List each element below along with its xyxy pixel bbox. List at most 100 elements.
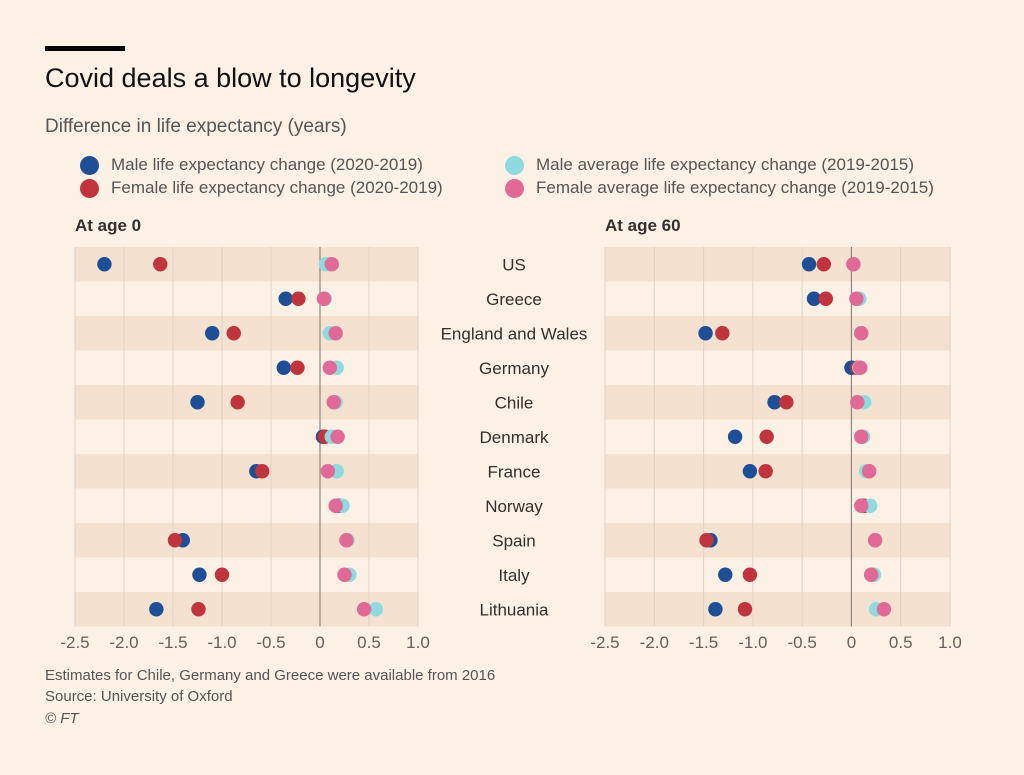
dot-at-age-0-us-series-1 — [153, 257, 168, 272]
dot-at-age-0-denmark-series-3 — [330, 429, 345, 444]
country-label-spain: Spain — [492, 531, 535, 550]
country-label-denmark: Denmark — [480, 428, 549, 447]
dot-at-age-0-italy-series-3 — [337, 567, 352, 582]
dot-at-age-60-us-series-3 — [846, 257, 861, 272]
dot-at-age-60-us-series-1 — [816, 257, 832, 272]
dot-at-age-0-italy-series-0 — [192, 567, 207, 582]
legend-label-female-avg: Female average life expectancy change (2… — [536, 178, 934, 197]
dot-at-age-60-france-series-3 — [861, 464, 877, 479]
dot-at-age-60-chile-series-1 — [779, 395, 794, 410]
row-band-at-age-60-spain — [605, 523, 950, 558]
dot-at-age-0-us-series-3 — [324, 257, 339, 272]
country-label-lithuania: Lithuania — [479, 600, 549, 619]
x-tick-label-at-age-60-7: 1.0 — [938, 633, 962, 652]
dot-at-age-0-us-series-0 — [97, 257, 112, 272]
x-tick-label-at-age-0-5: 0 — [315, 633, 324, 652]
chart-title: Covid deals a blow to longevity — [45, 63, 416, 93]
dot-at-age-60-spain-series-3 — [867, 533, 883, 548]
legend-swatch-female-avg — [505, 178, 524, 198]
dot-at-age-60-england-and-wales-series-3 — [854, 326, 869, 341]
dot-at-age-0-lithuania-series-1 — [191, 602, 206, 617]
legend-swatch-female-2020 — [80, 178, 99, 198]
credit-line: © FT — [45, 710, 79, 727]
dot-at-age-0-germany-series-3 — [322, 360, 337, 375]
x-tick-label-at-age-60-0: -2.5 — [590, 633, 619, 652]
footnote: Estimates for Chile, Germany and Greece … — [45, 667, 496, 684]
dot-at-age-0-england-and-wales-series-1 — [226, 326, 241, 341]
dot-at-age-0-greece-series-3 — [316, 291, 332, 306]
dot-at-age-0-germany-series-1 — [290, 360, 305, 375]
dot-at-age-60-us-series-0 — [801, 257, 817, 272]
row-band-at-age-60-france — [605, 454, 950, 489]
dot-at-age-60-greece-series-0 — [806, 291, 822, 306]
x-tick-label-at-age-0-3: -1.0 — [207, 633, 236, 652]
row-band-at-age-0-spain — [75, 523, 418, 558]
dot-at-age-0-lithuania-series-0 — [149, 602, 164, 617]
chart-subtitle: Difference in life expectancy (years) — [45, 116, 347, 137]
dot-at-age-60-denmark-series-1 — [759, 429, 774, 444]
row-band-at-age-60-lithuania — [605, 592, 950, 627]
panel-title-at-age-0: At age 0 — [75, 216, 141, 235]
country-label-england-and-wales: England and Wales — [441, 324, 588, 343]
country-label-greece: Greece — [486, 290, 542, 309]
dot-at-age-60-france-series-0 — [742, 464, 758, 479]
dot-at-age-60-germany-series-3 — [853, 360, 868, 375]
legend-item-male-avg: Male average life expectancy change (201… — [505, 155, 914, 175]
row-band-at-age-0-england-and-wales — [75, 316, 418, 351]
source-line: Source: University of Oxford — [45, 688, 233, 705]
x-tick-label-at-age-60-5: 0 — [847, 633, 856, 652]
dot-at-age-60-greece-series-1 — [818, 291, 833, 306]
legend-label-male-avg: Male average life expectancy change (201… — [536, 155, 915, 174]
x-tick-label-at-age-60-6: 0.5 — [889, 633, 913, 652]
dot-at-age-0-norway-series-3 — [328, 498, 343, 513]
x-tick-label-at-age-0-1: -2.0 — [109, 633, 138, 652]
dot-at-age-60-chile-series-3 — [850, 395, 865, 410]
dot-at-age-0-england-and-wales-series-3 — [328, 326, 343, 341]
dot-at-age-60-france-series-1 — [758, 464, 773, 479]
country-label-chile: Chile — [495, 393, 534, 412]
dot-at-age-0-england-and-wales-series-0 — [205, 326, 220, 341]
dot-at-age-60-denmark-series-0 — [727, 429, 743, 444]
dot-at-age-0-spain-series-1 — [167, 533, 183, 548]
row-band-at-age-0-chile — [75, 385, 418, 420]
dot-at-age-60-lithuania-series-0 — [708, 602, 723, 617]
dot-at-age-0-spain-series-3 — [339, 533, 354, 548]
country-label-germany: Germany — [479, 359, 549, 378]
row-band-at-age-0-france — [75, 454, 418, 489]
dot-at-age-60-greece-series-3 — [849, 291, 864, 306]
dot-at-age-0-france-series-3 — [320, 464, 336, 479]
dot-at-age-60-italy-series-1 — [742, 567, 758, 582]
legend-swatch-male-avg — [505, 155, 524, 175]
legend-item-female-avg: Female average life expectancy change (2… — [505, 178, 934, 198]
dot-at-age-0-france-series-1 — [254, 464, 270, 479]
dot-at-age-60-lithuania-series-3 — [876, 602, 892, 617]
dot-at-age-60-denmark-series-3 — [854, 429, 869, 444]
x-tick-label-at-age-0-4: -0.5 — [256, 633, 285, 652]
dot-at-age-60-norway-series-3 — [854, 498, 869, 513]
dot-at-age-60-england-and-wales-series-0 — [698, 326, 713, 341]
country-label-norway: Norway — [485, 497, 543, 516]
dot-at-age-60-england-and-wales-series-1 — [715, 326, 730, 341]
x-tick-label-at-age-0-0: -2.5 — [60, 633, 89, 652]
dot-at-age-0-chile-series-0 — [190, 395, 205, 410]
country-label-france: France — [488, 462, 541, 481]
x-tick-label-at-age-0-6: 0.5 — [357, 633, 381, 652]
legend-swatch-male-2020 — [80, 155, 99, 175]
dot-at-age-0-italy-series-1 — [214, 567, 230, 582]
x-tick-label-at-age-60-2: -1.5 — [689, 633, 718, 652]
country-label-italy: Italy — [498, 566, 530, 585]
dot-at-age-0-germany-series-0 — [276, 360, 291, 375]
dot-at-age-60-spain-series-1 — [699, 533, 714, 548]
x-tick-label-at-age-0-2: -1.5 — [158, 633, 187, 652]
row-band-at-age-60-england-and-wales — [605, 316, 950, 351]
dot-at-age-60-italy-series-3 — [863, 567, 879, 582]
dot-at-age-0-chile-series-3 — [326, 395, 341, 410]
x-tick-label-at-age-0-7: 1.0 — [406, 633, 430, 652]
legend-item-female-2020: Female life expectancy change (2020-2019… — [80, 178, 443, 198]
legend-item-male-2020: Male life expectancy change (2020-2019) — [80, 155, 423, 175]
dot-at-age-60-lithuania-series-1 — [737, 602, 753, 617]
row-band-at-age-60-us — [605, 247, 950, 282]
country-label-us: US — [502, 255, 526, 274]
dot-at-age-60-chile-series-0 — [767, 395, 782, 410]
